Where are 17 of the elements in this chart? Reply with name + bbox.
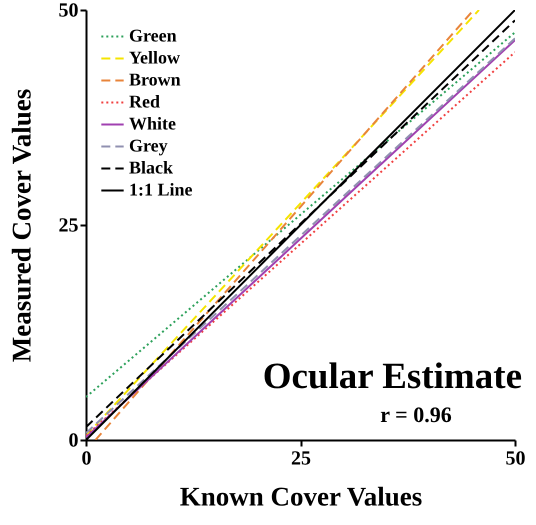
legend-label: Brown bbox=[129, 70, 181, 90]
legend-label: White bbox=[129, 114, 176, 134]
y-tick-label: 25 bbox=[58, 214, 78, 236]
y-axis-title: Measured Cover Values bbox=[6, 88, 36, 362]
legend-label: Black bbox=[129, 158, 174, 178]
y-tick-label: 0 bbox=[68, 430, 78, 452]
legend-label: 1:1 Line bbox=[129, 180, 193, 200]
legend-label: Grey bbox=[129, 136, 168, 156]
x-axis-title: Known Cover Values bbox=[180, 482, 422, 512]
x-tick-label: 50 bbox=[506, 448, 526, 470]
annotation: r = 0.96 bbox=[380, 402, 452, 427]
annotation: Ocular Estimate bbox=[262, 356, 522, 397]
legend-label: Yellow bbox=[129, 48, 180, 68]
legend-label: Red bbox=[129, 92, 160, 112]
x-tick-label: 25 bbox=[291, 448, 311, 470]
y-tick-label: 50 bbox=[58, 0, 78, 22]
legend-label: Green bbox=[129, 26, 177, 46]
